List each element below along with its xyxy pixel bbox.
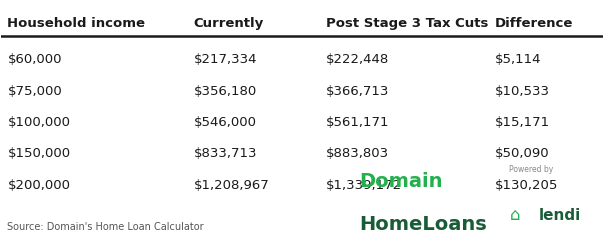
Text: Source: Domain's Home Loan Calculator: Source: Domain's Home Loan Calculator — [7, 222, 204, 232]
Text: ⌂: ⌂ — [509, 206, 520, 224]
Text: lendi: lendi — [538, 208, 580, 223]
Text: $222,448: $222,448 — [326, 52, 390, 66]
Text: $15,171: $15,171 — [495, 116, 550, 129]
Text: $130,205: $130,205 — [495, 179, 557, 192]
Text: $561,171: $561,171 — [326, 116, 390, 129]
Text: $356,180: $356,180 — [194, 85, 257, 98]
Text: $150,000: $150,000 — [7, 148, 71, 160]
Text: $366,713: $366,713 — [326, 85, 390, 98]
Text: $1,208,967: $1,208,967 — [194, 179, 269, 192]
Text: Domain: Domain — [359, 172, 443, 191]
Text: Powered by: Powered by — [509, 165, 554, 174]
Text: $5,114: $5,114 — [495, 52, 541, 66]
Text: $200,000: $200,000 — [7, 179, 71, 192]
Text: $546,000: $546,000 — [194, 116, 257, 129]
Text: $50,090: $50,090 — [495, 148, 549, 160]
Text: Difference: Difference — [495, 17, 573, 29]
Text: Currently: Currently — [194, 17, 264, 29]
Text: $100,000: $100,000 — [7, 116, 71, 129]
Text: $75,000: $75,000 — [7, 85, 62, 98]
Text: $60,000: $60,000 — [7, 52, 62, 66]
Text: Household income: Household income — [7, 17, 146, 29]
Text: $833,713: $833,713 — [194, 148, 257, 160]
Text: $217,334: $217,334 — [194, 52, 257, 66]
Text: $10,533: $10,533 — [495, 85, 550, 98]
Text: $883,803: $883,803 — [326, 148, 389, 160]
Text: $1,339,172: $1,339,172 — [326, 179, 402, 192]
Text: Post Stage 3 Tax Cuts: Post Stage 3 Tax Cuts — [326, 17, 489, 29]
Text: HomeLoans: HomeLoans — [359, 215, 487, 234]
